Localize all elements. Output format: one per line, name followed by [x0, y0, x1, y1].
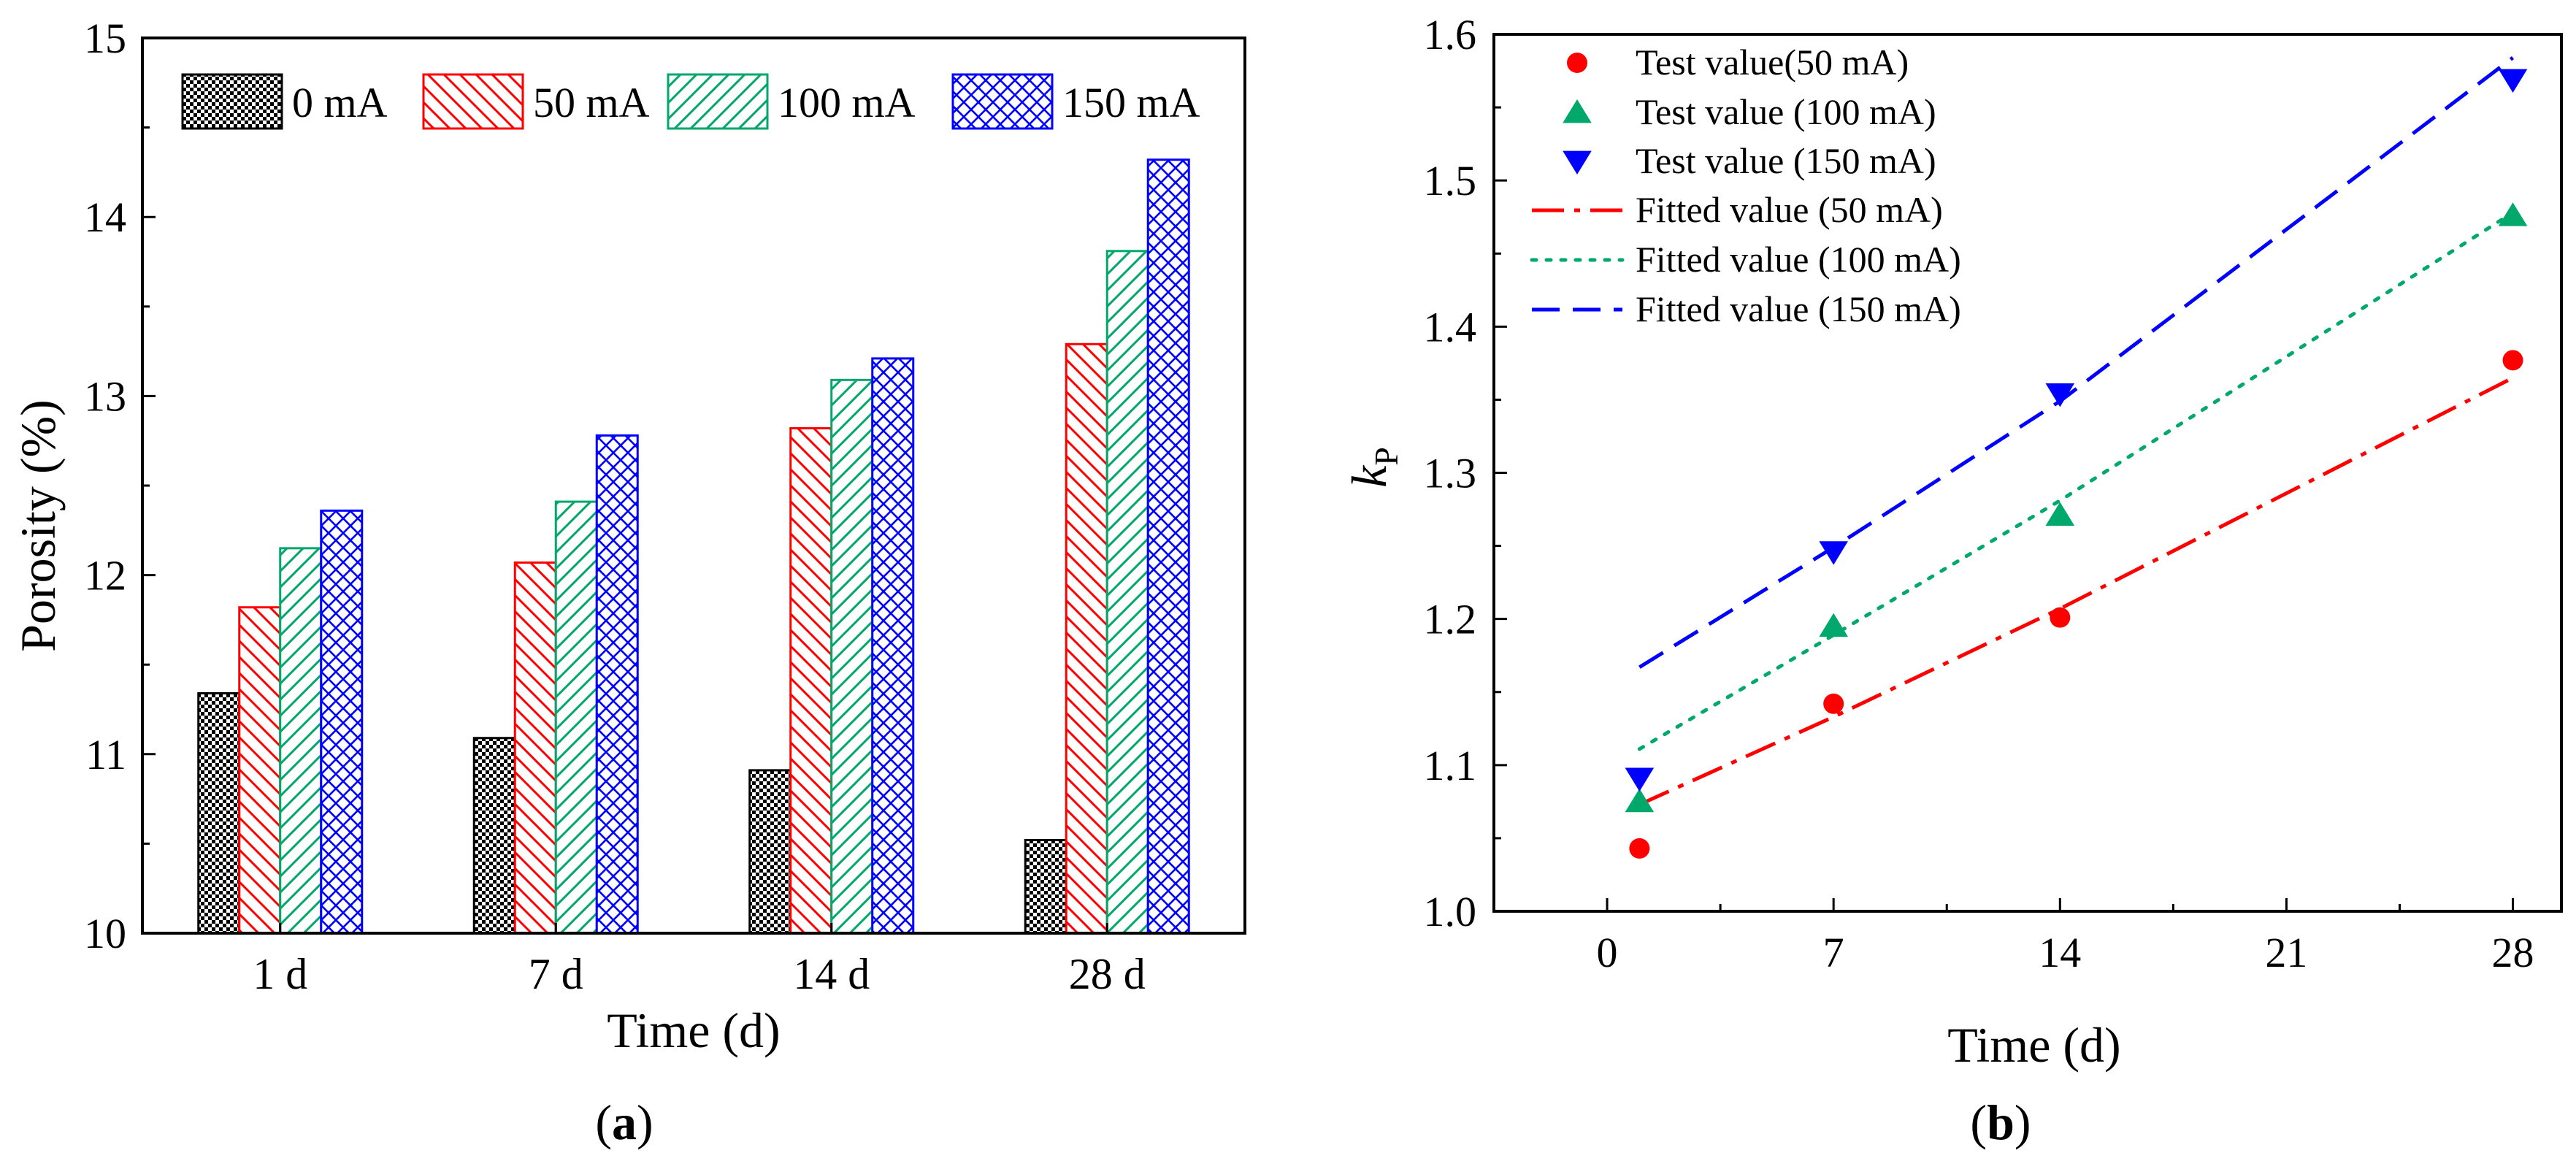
legend-label: 100 mA [778, 79, 916, 126]
legend: 0 mA 50 mA 100 mA 150 mA [181, 73, 1200, 130]
data-point [1625, 767, 1655, 792]
panel-letter: b [1987, 1095, 2015, 1150]
legend-swatch [951, 73, 1054, 130]
bar [279, 547, 323, 935]
y-label-sub: P [1368, 447, 1405, 466]
x-tick-label: 14 [2039, 929, 2081, 976]
x-tick-label: 28 d [1069, 950, 1146, 998]
data-point [2502, 350, 2523, 371]
y-tick-label: 1.1 [1424, 742, 1477, 789]
legend-swatch [181, 73, 283, 130]
bar [472, 737, 516, 935]
axes: 0 7 14 21 28 1.0 1.1 1.2 1.3 1.4 1.5 1.6 [1424, 11, 2563, 976]
legend-label: Fitted value (100 mA) [1636, 239, 1961, 280]
bar [554, 500, 598, 935]
legend-symbol [1567, 53, 1587, 73]
x-axis-label: Time (d) [607, 1003, 780, 1058]
y-tick-label: 1.3 [1424, 450, 1477, 497]
y-tick-label: 13 [84, 372, 126, 420]
y-tick-label: 15 [84, 15, 126, 62]
fit-lines [1637, 56, 2515, 807]
y-label-main: k [1341, 464, 1397, 488]
legend-swatch [667, 73, 769, 130]
chart-a: 1 d 7 d 14 d 28 d 10 11 12 13 14 15 0 mA 50 mA 100 … [10, 15, 1246, 1150]
bar [1024, 838, 1067, 935]
data-point [1625, 788, 1655, 813]
bar [871, 357, 915, 935]
y-tick-label: 12 [84, 552, 126, 599]
panel-letter: a [612, 1095, 637, 1150]
legend-label: 50 mA [533, 79, 650, 126]
legend-label: Fitted value (150 mA) [1636, 288, 1961, 329]
x-axis-label: Time (d) [1947, 1017, 2120, 1073]
legend: Test value(50 mA) Test value (100 mA) Test… [1530, 42, 1961, 329]
data-point [1823, 693, 1844, 714]
y-tick-label: 14 [84, 194, 126, 241]
bar [789, 427, 833, 935]
bar [1065, 342, 1108, 935]
x-tick-label: 14 d [793, 950, 870, 998]
bar [1105, 250, 1149, 935]
legend-label: 0 mA [292, 79, 388, 126]
fit-line [1638, 56, 2515, 669]
panel-label: (b) [1970, 1095, 2031, 1150]
y-tick-label: 1.4 [1424, 303, 1477, 350]
legend-label: Test value (150 mA) [1636, 140, 1936, 181]
x-tick-label: 7 [1823, 929, 1844, 976]
y-tick-label: 10 [84, 910, 126, 957]
bar [1146, 158, 1190, 935]
x-tick-label: 28 [2492, 929, 2534, 976]
axes: 1 d 7 d 14 d 28 d 10 11 12 13 14 15 [84, 15, 1246, 998]
x-tick-label: 21 [2265, 929, 2307, 976]
bar [595, 434, 639, 935]
points [1625, 69, 2528, 859]
data-point [1819, 613, 1848, 637]
y-tick-label: 1.2 [1424, 596, 1477, 643]
bar [830, 378, 874, 935]
chart-b: 0 7 14 21 28 1.0 1.1 1.2 1.3 1.4 1.5 1.6 Test value… [1341, 11, 2563, 1150]
y-tick-label: 1.0 [1424, 888, 1477, 935]
bar [513, 561, 557, 935]
data-point [2045, 383, 2075, 407]
data-point [2498, 69, 2528, 93]
bar [238, 606, 282, 935]
y-axis-label: Porosity (%) [10, 399, 66, 652]
bar [748, 769, 792, 935]
legend-label: Test value (100 mA) [1636, 91, 1936, 132]
fit-line [1638, 376, 2514, 807]
y-tick-label: 1.5 [1424, 157, 1477, 204]
bar [197, 691, 241, 935]
legend-label: 150 mA [1062, 79, 1200, 126]
x-tick-label: 1 d [253, 950, 307, 998]
x-tick-label: 7 d [529, 950, 583, 998]
data-point [2050, 607, 2071, 628]
y-tick-label: 1.6 [1424, 11, 1477, 58]
legend-symbol [1563, 99, 1592, 123]
panel-label: (a) [595, 1095, 653, 1150]
legend-label: Fitted value (50 mA) [1636, 189, 1943, 230]
data-point [2045, 502, 2075, 526]
data-point [2498, 202, 2528, 226]
y-tick-label: 11 [85, 731, 126, 778]
x-tick-label: 0 [1597, 929, 1618, 976]
data-point [1629, 838, 1650, 859]
bar [320, 509, 364, 935]
data-point [1819, 541, 1848, 565]
y-axis-label: kP [1341, 447, 1405, 488]
legend-symbol [1563, 150, 1592, 175]
legend-label: Test value(50 mA) [1636, 42, 1909, 83]
bars [197, 158, 1190, 935]
legend-swatch [422, 73, 524, 130]
